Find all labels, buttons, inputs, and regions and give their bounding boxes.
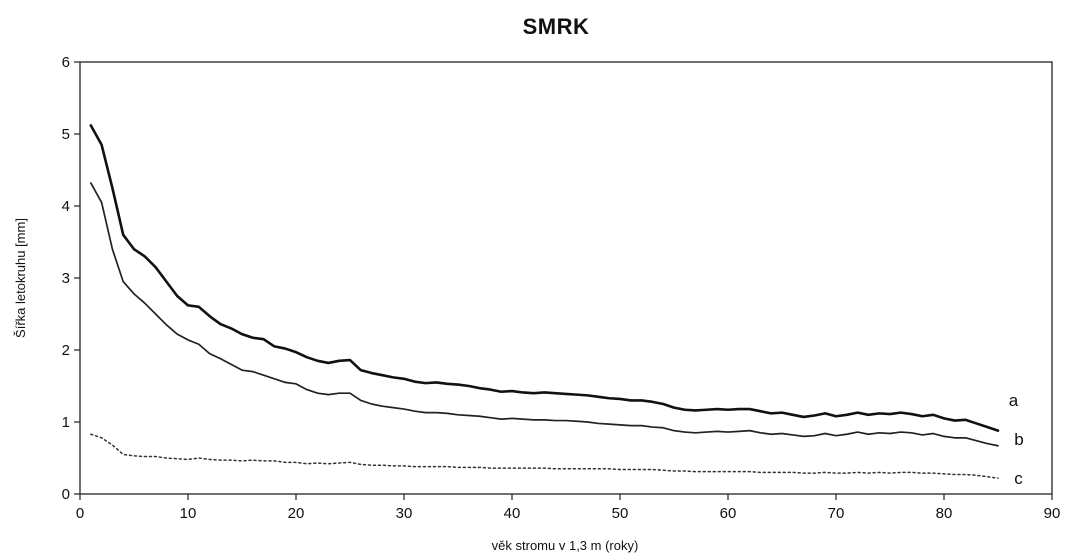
plot-frame xyxy=(79,61,1053,495)
y-tick-label: 0 xyxy=(62,486,70,503)
y-tick-label: 3 xyxy=(62,270,70,287)
y-axis-label: Šířka letokruhu [mm] xyxy=(13,218,28,338)
series-label-c: c xyxy=(1014,469,1023,488)
x-axis: 0 10 20 30 40 50 60 70 80 90 xyxy=(76,494,1061,522)
y-axis: 0 1 2 3 4 5 6 xyxy=(62,54,80,503)
y-tick-label: 5 xyxy=(62,126,70,143)
series-label-a: a xyxy=(1009,391,1019,410)
series-line-c xyxy=(90,433,999,479)
x-tick-label: 10 xyxy=(180,505,197,522)
series-layer xyxy=(89,124,1000,479)
series-label-layer: a b c xyxy=(1009,391,1024,488)
x-axis-label: věk stromu v 1,3 m (roky) xyxy=(492,538,639,553)
x-tick-label: 80 xyxy=(936,505,953,522)
series-line-b xyxy=(89,182,999,447)
y-tick-label: 6 xyxy=(62,54,70,71)
x-tick-label: 70 xyxy=(828,505,845,522)
x-tick-label: 50 xyxy=(612,505,629,522)
chart-title: SMRK xyxy=(523,14,590,39)
series-label-b: b xyxy=(1014,430,1023,449)
y-tick-label: 2 xyxy=(62,342,70,359)
y-tick-label: 1 xyxy=(62,414,70,431)
x-tick-label: 40 xyxy=(504,505,521,522)
y-tick-label: 4 xyxy=(62,198,70,215)
x-tick-label: 0 xyxy=(76,505,84,522)
x-tick-label: 60 xyxy=(720,505,737,522)
series-line-a xyxy=(89,124,1000,432)
x-tick-label: 90 xyxy=(1044,505,1061,522)
x-tick-label: 30 xyxy=(396,505,413,522)
x-tick-label: 20 xyxy=(288,505,305,522)
